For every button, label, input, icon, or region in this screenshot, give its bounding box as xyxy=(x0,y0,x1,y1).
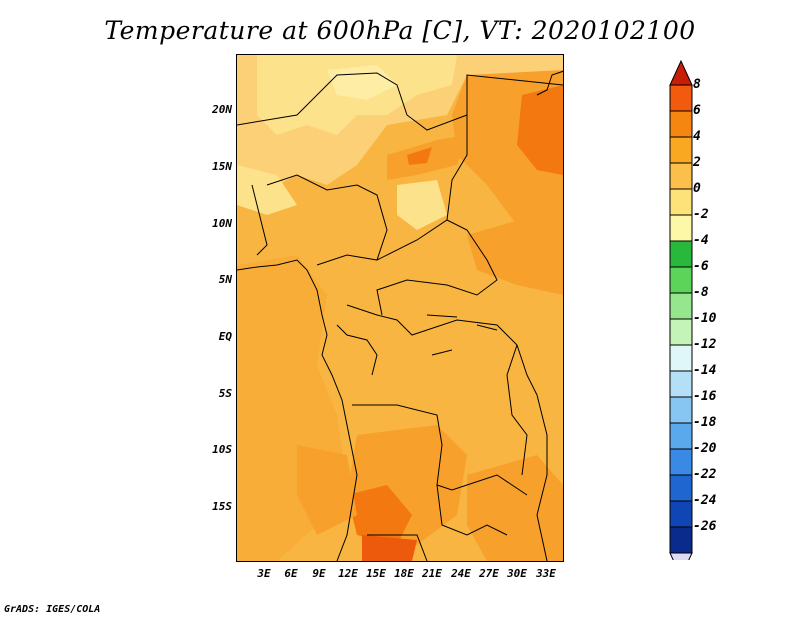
lon-label: 6E xyxy=(284,567,298,580)
colorbar-segment xyxy=(669,318,693,346)
colorbar-label: 6 xyxy=(693,103,701,118)
colorbar-label: -24 xyxy=(693,493,717,508)
colorbar-segment xyxy=(669,240,693,268)
colorbar-label: -6 xyxy=(693,259,709,274)
colorbar-bottom-arrow xyxy=(669,552,693,560)
colorbar xyxy=(669,60,693,560)
colorbar-label: -20 xyxy=(693,441,717,456)
colorbar-segment xyxy=(669,526,693,554)
colorbar-segment xyxy=(669,396,693,424)
lat-label: 10N xyxy=(212,217,232,230)
lon-label: 21E xyxy=(422,567,442,580)
lat-label: 15N xyxy=(212,160,232,173)
lon-label: 12E xyxy=(338,567,358,580)
lon-label: 3E xyxy=(257,567,271,580)
colorbar-segment xyxy=(669,500,693,528)
lat-label: 20N xyxy=(212,103,232,116)
lon-label: 9E xyxy=(312,567,326,580)
colorbar-segment xyxy=(669,266,693,294)
colorbar-label: -26 xyxy=(693,519,717,534)
colorbar-label: -22 xyxy=(693,467,717,482)
lon-label: 30E xyxy=(507,567,527,580)
colorbar-segment xyxy=(669,162,693,190)
colorbar-segment xyxy=(669,448,693,476)
colorbar-label: -14 xyxy=(693,363,717,378)
colorbar-segment xyxy=(669,84,693,112)
colorbar-label: 0 xyxy=(693,181,701,196)
colorbar-label: 4 xyxy=(693,129,701,144)
colorbar-segment xyxy=(669,214,693,242)
colorbar-label: 2 xyxy=(693,155,701,170)
colorbar-label: -18 xyxy=(693,415,717,430)
colorbar-label: -10 xyxy=(693,311,717,326)
lat-label: 5S xyxy=(218,387,232,400)
colorbar-segment xyxy=(669,474,693,502)
colorbar-segment xyxy=(669,188,693,216)
colorbar-segment xyxy=(669,344,693,372)
map-panel xyxy=(236,54,564,562)
colorbar-label: -16 xyxy=(693,389,717,404)
chart-title: Temperature at 600hPa [C], VT: 202010210… xyxy=(104,16,696,45)
colorbar-label: -4 xyxy=(693,233,709,248)
colorbar-segment xyxy=(669,370,693,398)
temperature-map xyxy=(237,55,563,561)
lat-label: EQ xyxy=(218,330,232,343)
colorbar-segment xyxy=(669,110,693,138)
colorbar-segment xyxy=(669,136,693,164)
lon-label: 24E xyxy=(451,567,471,580)
lon-label: 18E xyxy=(394,567,414,580)
lat-label: 5N xyxy=(218,273,232,286)
colorbar-segment xyxy=(669,292,693,320)
colorbar-label: -8 xyxy=(693,285,709,300)
colorbar-top-arrow xyxy=(669,60,693,86)
colorbar-label: -2 xyxy=(693,207,709,222)
credit-text: GrADS: IGES/COLA xyxy=(4,604,101,615)
lat-label: 15S xyxy=(212,500,232,513)
lon-label: 27E xyxy=(479,567,499,580)
lon-label: 33E xyxy=(536,567,556,580)
colorbar-label: -12 xyxy=(693,337,717,352)
lat-label: 10S xyxy=(212,443,232,456)
colorbar-segment xyxy=(669,422,693,450)
colorbar-label: 8 xyxy=(693,77,701,92)
lon-label: 15E xyxy=(366,567,386,580)
